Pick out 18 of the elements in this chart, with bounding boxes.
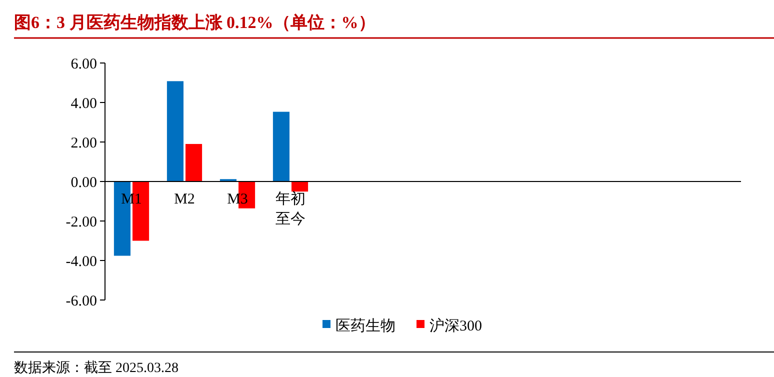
y-tick-label: 6.00 bbox=[70, 56, 97, 72]
bar bbox=[292, 182, 308, 192]
bar bbox=[186, 144, 202, 182]
y-tick-label: 0.00 bbox=[70, 174, 97, 191]
y-tick-label: 4.00 bbox=[70, 96, 97, 112]
legend-label: 沪深300 bbox=[430, 317, 482, 334]
y-tick-label: -4.00 bbox=[66, 254, 97, 270]
source-note: 数据来源：截至 2025.03.28 bbox=[14, 360, 178, 376]
bar bbox=[272, 112, 290, 182]
x-tick-label: M2 bbox=[174, 192, 195, 208]
x-tick-label: M1 bbox=[121, 192, 142, 208]
bar bbox=[166, 81, 184, 182]
y-tick-label: -6.00 bbox=[66, 293, 97, 310]
legend-label: 医药生物 bbox=[336, 317, 396, 334]
x-tick-label: 年初至今 bbox=[276, 190, 306, 228]
y-tick-label: -2.00 bbox=[66, 214, 97, 230]
y-tick-label: 2.00 bbox=[70, 135, 97, 152]
chart-title: 图6：3 月医药生物指数上涨 0.12%（单位：%） bbox=[14, 13, 376, 32]
